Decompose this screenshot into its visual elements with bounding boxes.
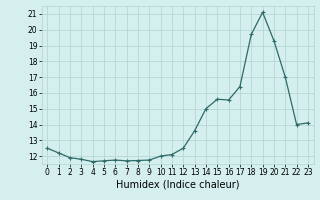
X-axis label: Humidex (Indice chaleur): Humidex (Indice chaleur) [116,180,239,190]
